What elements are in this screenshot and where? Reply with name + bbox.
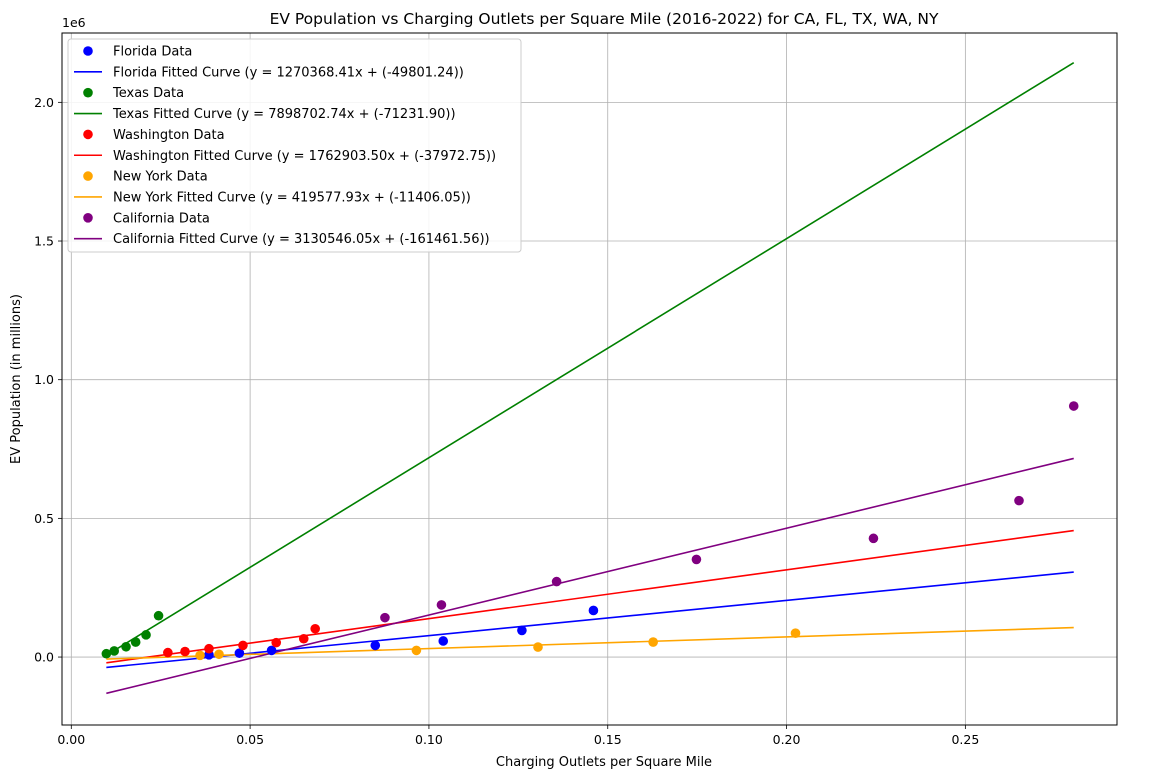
fitted-curves <box>105 62 1075 695</box>
new-york-data-point <box>214 649 224 660</box>
washington-legend-label: Washington Data <box>113 128 225 143</box>
new-york-legend-label: New York Data <box>113 170 208 185</box>
california-fitted-curve <box>106 457 1074 695</box>
new-york-data-point <box>411 645 422 656</box>
x-tick-label: 0.15 <box>594 732 622 747</box>
washington-data-point <box>298 633 309 644</box>
california-data-point <box>380 612 390 623</box>
florida-legend-marker <box>83 46 93 56</box>
florida-fit-legend-label: Florida Fitted Curve (y = 1270368.41x + … <box>113 65 464 80</box>
texas-data-point <box>109 646 120 656</box>
y-axis-ticks: 0.0 0.5 1.0 1.5 2.0 <box>34 95 62 665</box>
new-york-data-point <box>790 628 801 638</box>
legend: Florida Data Florida Fitted Curve (y = 12… <box>67 38 522 253</box>
florida-data-point <box>266 645 277 656</box>
california-data-point <box>868 533 879 544</box>
california-data-point <box>436 600 447 610</box>
florida-data-point <box>517 625 527 636</box>
florida-data-point <box>588 605 599 616</box>
data-points <box>101 401 1079 661</box>
plot-frame <box>61 32 1118 726</box>
florida-legend-label: Florida Data <box>113 45 192 60</box>
texas-data-point <box>121 641 131 652</box>
texas-fitted-curve <box>105 62 1075 657</box>
california-data-point <box>551 576 562 587</box>
california-fit-legend-label: California Fitted Curve (y = 3130546.05x… <box>113 232 490 247</box>
y-axis-label: EV Population (in millions) <box>9 294 24 464</box>
x-axis-ticks: 0.00 0.05 0.10 0.15 0.20 0.25 <box>57 725 979 747</box>
texas-data-point <box>101 648 112 659</box>
washington-data-point <box>271 637 282 648</box>
texas-data-point <box>141 630 151 640</box>
gridlines <box>62 33 1117 725</box>
legend-box <box>67 38 522 253</box>
y-tick-label: 1.5 <box>34 234 54 249</box>
x-tick-label: 0.20 <box>773 732 801 747</box>
washington-legend-marker <box>83 129 93 140</box>
x-tick-label: 0.10 <box>415 732 443 747</box>
washington-fit-legend-label: Washington Fitted Curve (y = 1762903.50x… <box>113 149 496 164</box>
new-york-data-point <box>533 642 543 652</box>
washington-data-point <box>310 623 321 634</box>
washington-data-point <box>204 643 214 654</box>
texas-fit-legend-label: Texas Fitted Curve (y = 7898702.74x + (-… <box>112 107 456 122</box>
california-data-point <box>1068 401 1079 411</box>
texas-legend-marker <box>83 87 93 98</box>
california-data-point <box>691 554 702 565</box>
x-tick-label: 0.00 <box>57 732 85 747</box>
washington-fitted-curve <box>106 529 1074 664</box>
texas-data-point <box>130 637 141 647</box>
texas-data-point <box>153 610 164 621</box>
y-tick-label: 0.0 <box>34 650 54 665</box>
california-data-point <box>1014 495 1024 506</box>
florida-data-point <box>438 636 449 646</box>
texas-legend-label: Texas Data <box>112 86 184 101</box>
florida-data-point <box>370 640 381 651</box>
washington-data-point <box>163 647 173 658</box>
california-legend-label: California Data <box>113 211 210 226</box>
new-york-data-point <box>648 637 658 647</box>
new-york-data-point <box>195 650 205 661</box>
chart-title: EV Population vs Charging Outlets per Sq… <box>270 10 939 28</box>
x-tick-label: 0.05 <box>236 732 264 747</box>
y-offset-label: 1e6 <box>62 15 86 30</box>
y-tick-label: 0.5 <box>34 511 54 526</box>
washington-data-point <box>180 646 190 657</box>
new-york-legend-marker <box>83 171 93 181</box>
y-tick-label: 1.0 <box>34 372 54 387</box>
california-legend-marker <box>83 213 93 223</box>
x-tick-label: 0.25 <box>951 732 979 747</box>
new-york-fit-legend-label: New York Fitted Curve (y = 419577.93x + … <box>113 190 471 205</box>
y-tick-label: 2.0 <box>34 95 54 110</box>
washington-data-point <box>238 640 248 651</box>
florida-data-point <box>234 648 245 658</box>
x-axis-label: Charging Outlets per Square Mile <box>496 755 712 770</box>
